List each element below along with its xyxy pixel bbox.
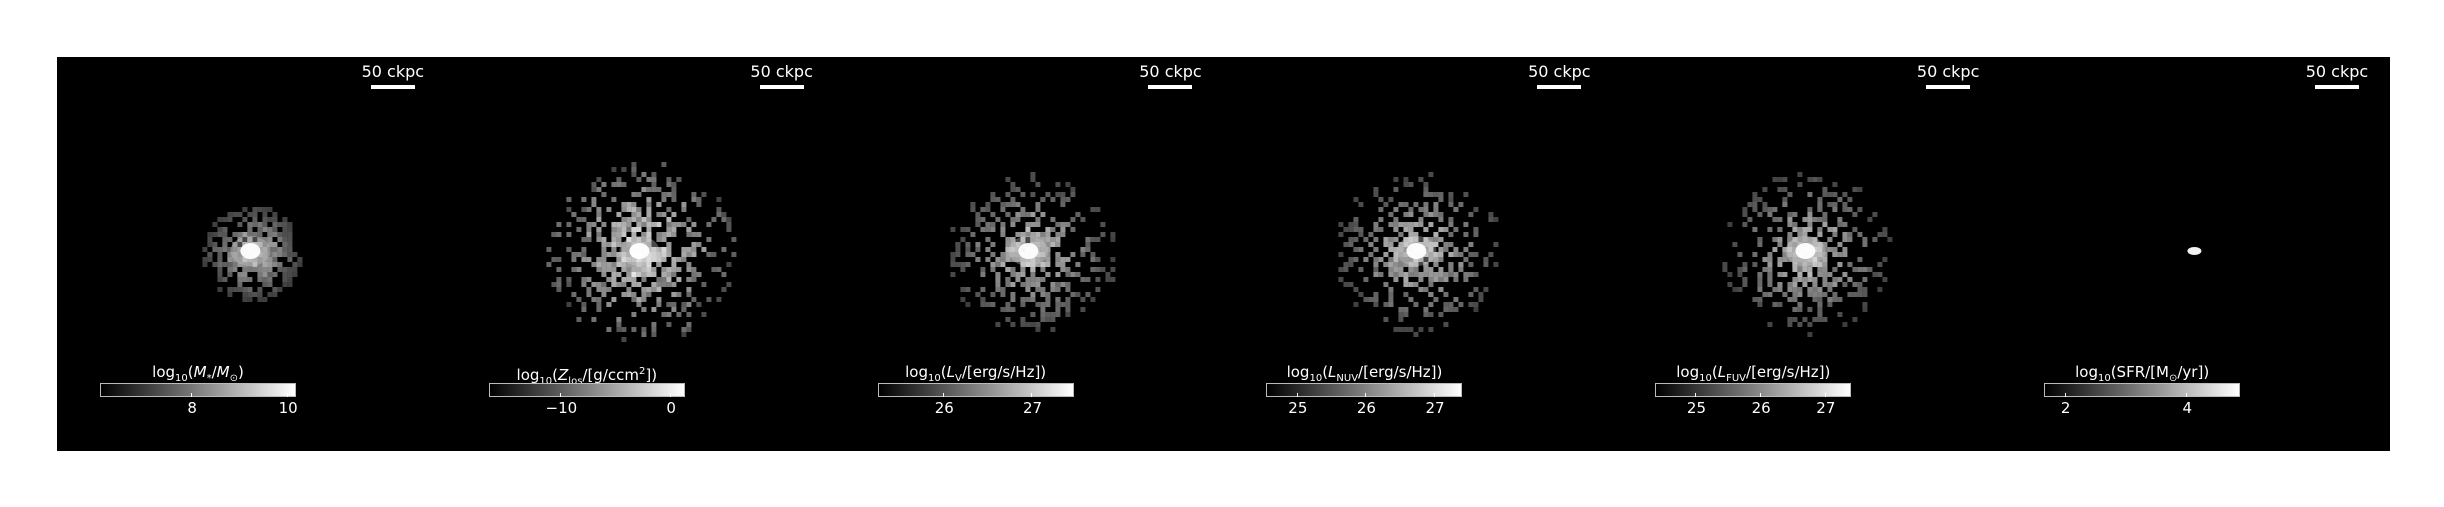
colorbar-tick-label: 26	[1741, 393, 1781, 419]
scale-bar-line	[370, 85, 415, 89]
colorbar-ticks: 26 27	[878, 393, 1074, 419]
scale-bar: 50 ckpc	[1524, 63, 1594, 89]
colorbar-tick-label: 2	[2046, 393, 2086, 419]
colorbar-tick-label: 10	[268, 393, 308, 419]
colorbar-label: log10(Zlos/[g/ccm2])	[516, 366, 658, 387]
stellar-mass-map	[202, 207, 303, 302]
colorbar-label: log10(LNUV/[erg/s/Hz])	[1286, 363, 1443, 384]
fuv-map	[1722, 172, 1893, 337]
metallicity-map	[546, 162, 737, 342]
figure: 50 ckpc log10(M*/M⊙) 8 10 50 ckpc log10(Z…	[57, 57, 2390, 451]
colorbar-ticks: −10 0	[489, 393, 685, 419]
panel-fuv: 50 ckpc log10(LFUV/[erg/s/Hz]) 25 26 27	[1612, 57, 2002, 451]
panel-metallicity: 50 ckpc log10(Zlos/[g/ccm2]) −10 0	[445, 57, 835, 451]
v-band-map	[950, 172, 1116, 332]
colorbar: log10(LV/[erg/s/Hz]) 26 27	[877, 363, 1074, 419]
panel-v-band: 50 ckpc log10(LV/[erg/s/Hz]) 26 27	[834, 57, 1224, 451]
nuv-map	[1338, 172, 1499, 337]
colorbar-label: log10(SFR/[M⊙/yr])	[2075, 363, 2210, 384]
colorbar-tick-label: 8	[172, 393, 212, 419]
scale-bar: 50 ckpc	[747, 63, 817, 89]
scale-bar: 50 ckpc	[1135, 63, 1205, 89]
colorbar-tick-label: −10	[541, 393, 581, 419]
colorbar-tick-label: 27	[1012, 393, 1052, 419]
colorbar: log10(Zlos/[g/ccm2]) −10 0	[488, 363, 685, 419]
colorbar-label: log10(LV/[erg/s/Hz])	[905, 363, 1047, 384]
scale-bar: 50 ckpc	[1913, 63, 1983, 89]
colorbar-gradient	[877, 383, 1074, 397]
colorbar-gradient	[488, 383, 685, 397]
colorbar-ticks: 25 26 27	[1655, 393, 1851, 419]
colorbar-label: log10(M*/M⊙)	[152, 363, 244, 384]
colorbar-tick-label: 25	[1278, 393, 1318, 419]
colorbar-gradient	[2044, 383, 2241, 397]
colorbar-tick-label: 27	[1415, 393, 1455, 419]
scale-bar-label: 50 ckpc	[2305, 62, 2369, 81]
colorbar: log10(LFUV/[erg/s/Hz]) 25 26 27	[1655, 363, 1852, 419]
panel-nuv: 50 ckpc log10(LNUV/[erg/s/Hz]) 25 26 27	[1223, 57, 1613, 451]
scale-bar-line	[2314, 85, 2359, 89]
colorbar-ticks: 8 10	[100, 393, 298, 419]
scale-bar-label: 50 ckpc	[1528, 62, 1591, 81]
scale-bar-line	[1926, 85, 1971, 89]
colorbar: log10(LNUV/[erg/s/Hz]) 25 26 27	[1266, 363, 1463, 419]
colorbar-tick-label: 0	[651, 393, 691, 419]
colorbar-label: log10(LFUV/[erg/s/Hz])	[1676, 363, 1831, 384]
panel-stellar-mass: 50 ckpc log10(M*/M⊙) 8 10	[57, 57, 446, 451]
colorbar-tick-label: 4	[2167, 393, 2207, 419]
scale-bar: 50 ckpc	[2302, 63, 2372, 89]
colorbar-gradient	[100, 383, 296, 397]
sfr-map	[2187, 247, 2202, 255]
colorbar-gradient	[1655, 383, 1852, 397]
scale-bar-line	[1148, 85, 1193, 89]
scale-bar-label: 50 ckpc	[1139, 62, 1202, 81]
scale-bar: 50 ckpc	[358, 63, 428, 89]
colorbar-tick-label: 25	[1676, 393, 1716, 419]
colorbar-tick-label: 26	[924, 393, 964, 419]
colorbar-tick-label: 27	[1806, 393, 1846, 419]
colorbar-ticks: 25 26 27	[1266, 393, 1462, 419]
scale-bar-line	[759, 85, 804, 89]
colorbar-tick-label: 26	[1346, 393, 1386, 419]
scale-bar-label: 50 ckpc	[750, 62, 813, 81]
scale-bar-label: 50 ckpc	[1916, 62, 1980, 81]
colorbar: log10(M*/M⊙) 8 10	[100, 363, 298, 419]
colorbar-gradient	[1266, 383, 1463, 397]
scale-bar-line	[1537, 85, 1582, 89]
scale-bar-label: 50 ckpc	[361, 62, 425, 81]
